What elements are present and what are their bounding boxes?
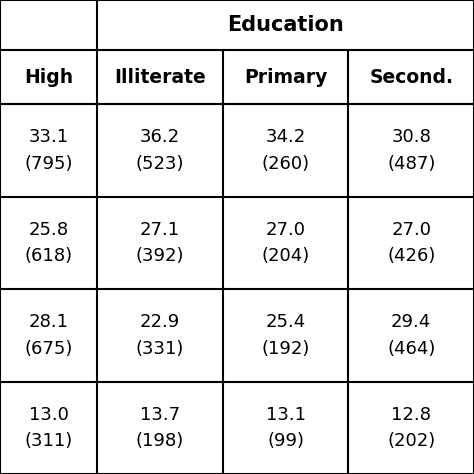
Text: 13.0
(311): 13.0 (311) [25, 406, 73, 450]
Text: 27.0
(426): 27.0 (426) [387, 221, 436, 265]
Text: Education: Education [227, 15, 344, 35]
Text: Illiterate: Illiterate [114, 67, 206, 87]
Text: 33.1
(795): 33.1 (795) [24, 128, 73, 173]
Text: 13.1
(99): 13.1 (99) [265, 406, 306, 450]
Text: 29.4
(464): 29.4 (464) [387, 313, 436, 357]
Text: 25.8
(618): 25.8 (618) [25, 221, 73, 265]
Text: Second.: Second. [369, 67, 453, 87]
Text: 27.0
(204): 27.0 (204) [262, 221, 310, 265]
Text: 30.8
(487): 30.8 (487) [387, 128, 436, 173]
Text: 22.9
(331): 22.9 (331) [136, 313, 184, 357]
Text: 28.1
(675): 28.1 (675) [24, 313, 73, 357]
Text: 36.2
(523): 36.2 (523) [136, 128, 184, 173]
Text: 13.7
(198): 13.7 (198) [136, 406, 184, 450]
Text: High: High [24, 67, 73, 87]
Text: Primary: Primary [244, 67, 327, 87]
Text: 12.8
(202): 12.8 (202) [387, 406, 435, 450]
Text: 34.2
(260): 34.2 (260) [262, 128, 310, 173]
Text: 27.1
(392): 27.1 (392) [136, 221, 184, 265]
Text: 25.4
(192): 25.4 (192) [261, 313, 310, 357]
